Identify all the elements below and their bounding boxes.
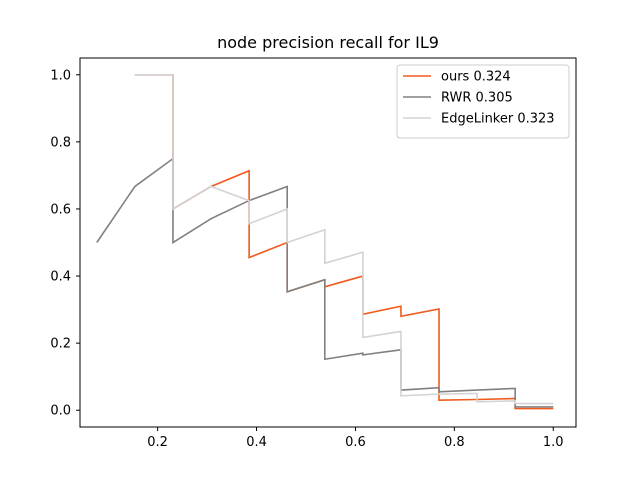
y-tick-label: 0.4	[50, 270, 71, 285]
y-tick-label: 0.8	[50, 135, 71, 150]
y-tick-label: 0.2	[50, 337, 71, 352]
series-line-2	[96, 157, 554, 408]
chart-title: node precision recall for IL9	[217, 33, 439, 52]
plot-frame	[79, 57, 577, 428]
series-layer	[96, 73, 554, 410]
legend-box	[396, 64, 570, 139]
x-tick-label: 0.8	[444, 435, 465, 450]
legend: ours 0.324 RWR 0.305 EdgeLinker 0.323	[396, 64, 570, 139]
y-tick-label: 0.0	[50, 404, 71, 419]
x-tick-label: 0.2	[147, 435, 168, 450]
axes-layer: 0.2 0.4 0.6 0.8 1.0 0.0 0.2 0.4 0.6 0.8 1.0	[50, 57, 577, 450]
x-tick-label: 1.0	[543, 435, 564, 450]
legend-label-2: RWR 0.305	[441, 91, 513, 106]
y-tick-label: 0.6	[50, 202, 71, 217]
legend-label-3: EdgeLinker 0.323	[441, 112, 555, 127]
legend-label-1: ours 0.324	[441, 70, 511, 85]
x-tick-label: 0.4	[246, 435, 267, 450]
x-tick-label: 0.6	[345, 435, 366, 450]
series-line-1	[134, 73, 554, 410]
y-tick-label: 1.0	[50, 68, 71, 83]
series-line-3	[134, 73, 554, 405]
